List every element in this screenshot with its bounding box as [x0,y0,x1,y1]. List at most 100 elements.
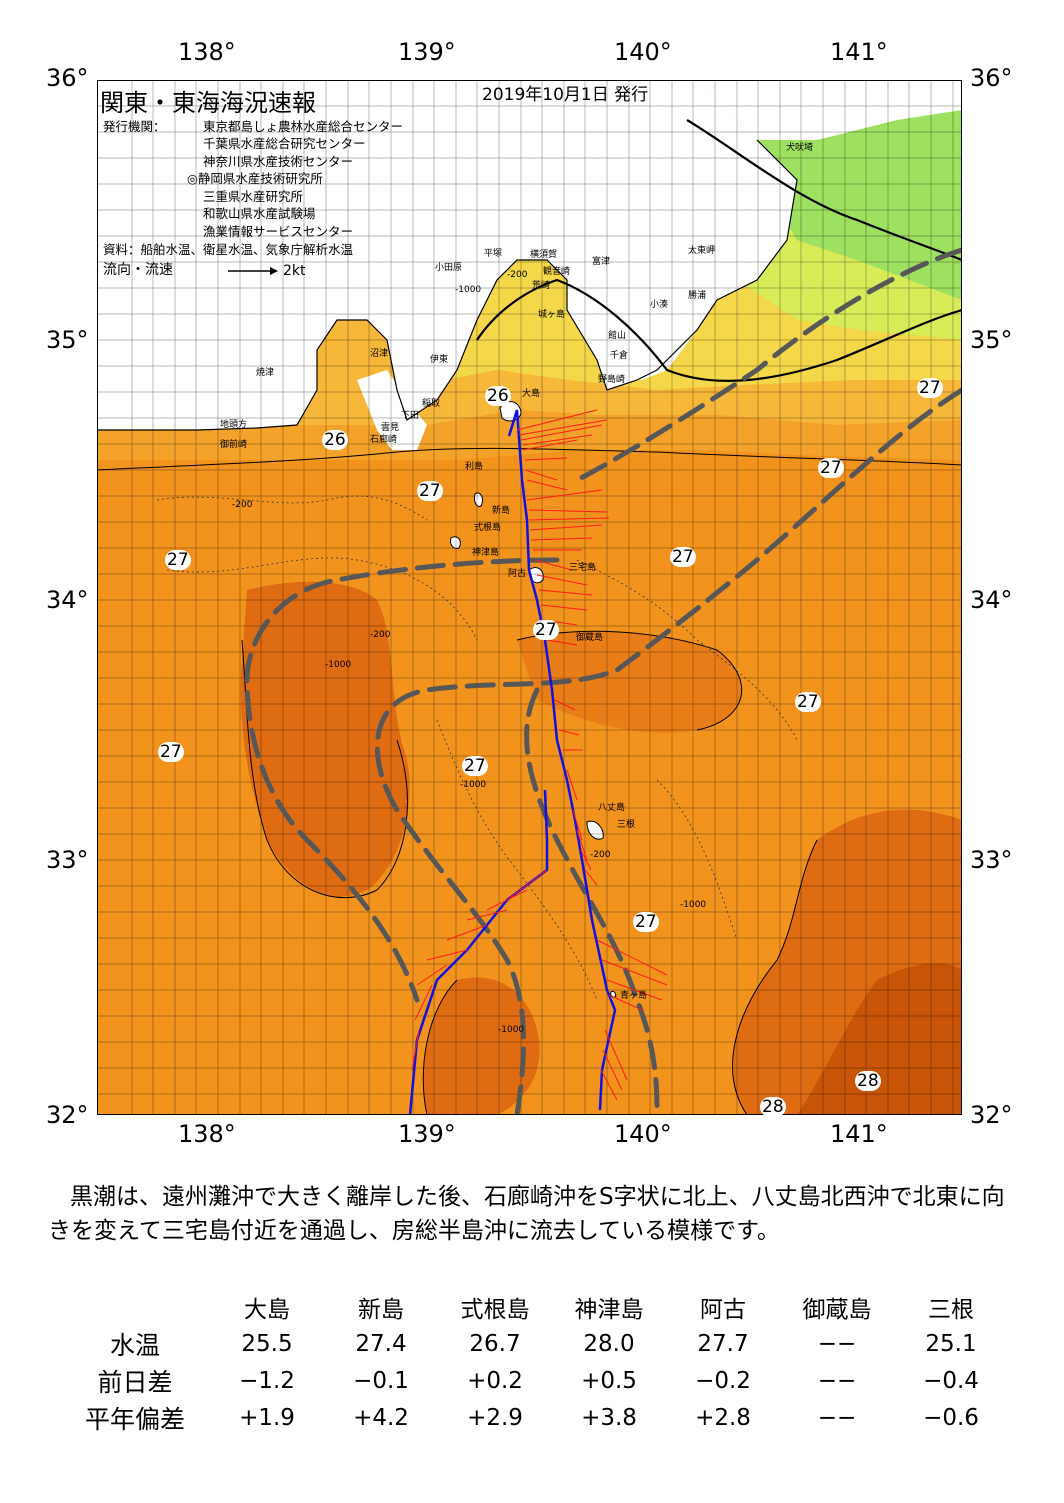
place-tateyama: 館山 [608,331,627,341]
place-hiratsuka: 平塚 [484,249,503,259]
issuer-3: ◎静岡県水産技術研究所 [187,171,323,186]
table-cell: +0.5 [581,1367,637,1394]
lat-tick-left-36: 36° [46,64,89,92]
depth-label: -1000 [325,660,352,670]
place-aogashima: 青ヶ島 [620,991,648,1001]
place-hachijojima: 八丈島 [598,803,626,813]
depth-label: -1000 [455,285,482,295]
isotherm-label: 27 [533,620,559,640]
aogashima [610,991,617,998]
place-futtsu: 富津 [592,257,611,267]
flow-legend-label: 流向・流速 [103,262,173,278]
table-cell: 25.5 [241,1330,293,1357]
lon-tick-top-139: 139° [398,38,456,66]
row-header: 平年偏差 [84,1404,185,1434]
place-toshima: 利島 [465,462,484,472]
column-header: 神津島 [574,1296,644,1323]
table-cell: 28.0 [583,1330,635,1357]
place-oshima: 大島 [522,389,541,399]
place-kominato: 小湊 [650,300,669,310]
warm-south-mid [423,977,540,1115]
place-numazu: 沼津 [370,349,389,359]
place-ito: 伊東 [430,355,449,365]
table-cell: −0.4 [923,1367,979,1394]
table-cell: 27.7 [697,1330,749,1357]
column-header: 三根 [928,1296,974,1323]
table-cell: −− [817,1367,857,1394]
table-cell: +1.9 [239,1404,295,1431]
table-cell: +2.8 [695,1404,751,1431]
place-mitsune: 三根 [617,820,636,830]
isotherm-contour-bold [476,119,962,382]
issuer-1: 千葉県水産総合研究センター [203,136,366,151]
depth-label: -200 [507,270,528,280]
place-chikura: 千倉 [610,351,629,361]
column-header: 式根島 [460,1296,530,1323]
place-kozushima: 神津島 [472,548,500,558]
depth-label: -1000 [460,780,487,790]
place-niijima: 新島 [492,506,511,516]
lon-tick-bottom-141: 141° [830,1120,888,1148]
place-arasaki: 荒崎 [532,281,551,291]
table-cell: +3.8 [581,1404,637,1431]
depth-label: -200 [232,500,253,510]
place-inubozaki: 犬吠埼 [786,143,814,153]
place-yaizu: 焼津 [256,368,275,378]
issuer-5: 和歌山県水産試験場 [203,206,316,221]
isotherm-label: 28 [855,1071,881,1091]
table-row: 平年偏差 +1.9 +4.2 +2.9 +3.8 +2.8 −− −0.6 [60,1399,1008,1436]
issuer-4: 三重県水産研究所 [203,189,304,204]
warm-mid-band [517,631,742,733]
isotherm-label: 26 [485,386,511,406]
niijima [474,492,483,507]
place-mikurajima: 御蔵島 [576,633,604,643]
column-header: 新島 [358,1296,404,1323]
row-header: 水温 [109,1330,160,1360]
table-cell: 25.1 [925,1330,977,1357]
table-cell: +2.9 [467,1404,523,1431]
lat-tick-right-34: 34° [970,586,1013,614]
land-boso [577,170,717,380]
isotherm-label: 27 [670,547,696,567]
land-kanto-east [697,80,962,140]
isotherm-label: 27 [417,481,443,501]
data-source: 資料：船舶水温、衛星水温、気象庁解析水温 [103,242,354,257]
isotherm-label: 27 [795,692,821,712]
table-row: 水温 25.5 27.4 26.7 28.0 27.7 −− 25.1 [60,1325,1008,1362]
table-cell: 27.4 [355,1330,407,1357]
place-odawara: 小田原 [435,263,463,273]
table-cell: −1.2 [239,1367,295,1394]
kuroshio-axis-lines [244,247,962,1115]
lat-tick-left-33: 33° [46,846,89,874]
issuer-0: 東京都島しょ農林水産総合センター [203,119,404,134]
place-omaezaki: 御前崎 [220,440,248,450]
coastline [97,139,798,431]
lat-tick-left-32: 32° [46,1101,89,1129]
current-vectors [411,409,668,1101]
column-header: 阿古 [700,1296,746,1323]
map-title: 関東・東海海況速報 [100,89,316,117]
isotherm-label: 27 [158,742,184,762]
lon-tick-top-140: 140° [614,38,672,66]
flow-legend-arrow [228,267,278,275]
place-nojimazaki: 野島崎 [598,375,626,385]
table-row: 前日差 −1.2 −0.1 +0.2 +0.5 −0.2 −− −0.4 [60,1362,1008,1399]
coastal-orange [97,410,962,460]
depth-label: -200 [370,630,391,640]
lat-tick-right-33: 33° [970,846,1013,874]
table-cell: −0.2 [695,1367,751,1394]
flow-legend-scale: 2kt [283,263,306,279]
place-yokosuka: 横須賀 [530,250,558,260]
bathymetry-contours [156,495,798,1001]
place-taitomisaki: 太東岬 [688,246,716,256]
table-cell: −− [817,1330,857,1357]
isotherm-label: 27 [462,756,488,776]
lon-tick-top-138: 138° [178,38,236,66]
lat-tick-right-35: 35° [970,326,1013,354]
lat-tick-left-34: 34° [46,586,89,614]
place-inatori: 稲取 [422,399,441,409]
observation-table: 大島 新島 式根島 神津島 阿古 御蔵島 三根 水温 25.5 27.4 26.… [60,1288,1008,1436]
place-kannonzaki: 観音崎 [543,267,571,277]
lon-tick-bottom-140: 140° [614,1120,672,1148]
table-cell: 26.7 [469,1330,521,1357]
